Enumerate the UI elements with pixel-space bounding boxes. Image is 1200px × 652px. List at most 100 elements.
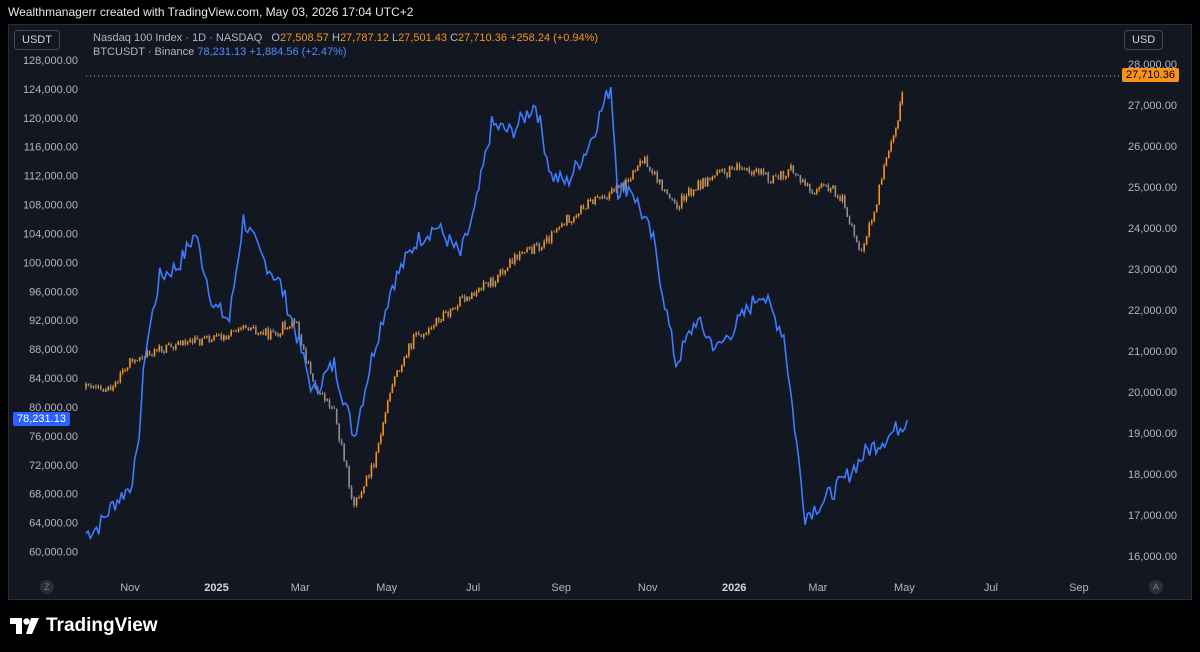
- nasdaq-candle: [523, 252, 526, 254]
- nasdaq-candle: [160, 345, 163, 352]
- btc-series-line: [85, 86, 908, 541]
- nasdaq-candle: [291, 318, 293, 327]
- nasdaq-candle: [728, 166, 731, 177]
- nasdaq-candle: [848, 216, 851, 224]
- nasdaq-candle: [718, 170, 721, 172]
- nasdaq-candle: [105, 390, 107, 392]
- auto-scale-button[interactable]: A: [1149, 580, 1163, 594]
- nasdaq-candle: [284, 322, 286, 329]
- x-axis-tick-label: Jul: [984, 582, 998, 594]
- nasdaq-candle: [167, 344, 170, 346]
- nasdaq-candle: [412, 334, 415, 349]
- nasdaq-candle: [343, 443, 345, 461]
- nasdaq-candle: [170, 344, 172, 348]
- nasdaq-candle: [714, 175, 716, 177]
- nasdaq-candle: [897, 120, 899, 129]
- nasdaq-legend-row[interactable]: Nasdaq 100 Index · 1D · NASDAQ O27,508.5…: [93, 31, 598, 45]
- nasdaq-candle: [415, 332, 417, 335]
- nasdaq-candle: [873, 211, 876, 222]
- nasdaq-candle: [822, 184, 825, 186]
- nasdaq-candle: [422, 334, 425, 337]
- nasdaq-candle: [255, 326, 257, 334]
- nasdaq-candle: [634, 170, 637, 172]
- nasdaq-last-price-tag: 27,710.36: [1122, 67, 1179, 82]
- nasdaq-candle: [109, 386, 112, 391]
- nasdaq-candle: [305, 349, 307, 364]
- right-axis-tick-label: 18,000.00: [1128, 469, 1177, 481]
- nasdaq-candle: [550, 231, 553, 243]
- nasdaq-candle: [589, 199, 592, 201]
- nasdaq-candle: [870, 221, 873, 224]
- nasdaq-candle: [247, 327, 250, 331]
- right-axis-tick-label: 17,000.00: [1128, 510, 1177, 522]
- nasdaq-candle: [683, 195, 685, 201]
- nasdaq-candle: [702, 178, 704, 189]
- right-currency-button[interactable]: USD: [1124, 30, 1164, 50]
- nasdaq-candle: [396, 370, 398, 377]
- nasdaq-candle: [440, 320, 442, 322]
- nasdaq-candle: [380, 434, 382, 444]
- nasdaq-candle: [206, 336, 208, 338]
- nasdaq-candle: [175, 344, 177, 349]
- nasdaq-candle: [191, 339, 194, 344]
- timezone-z-button[interactable]: Z: [40, 580, 54, 594]
- nasdaq-candle: [442, 312, 445, 321]
- nasdaq-candle: [820, 184, 823, 188]
- nasdaq-candle: [377, 443, 380, 453]
- nasdaq-candle: [792, 165, 795, 174]
- nasdaq-candle: [331, 406, 333, 408]
- left-axis-tick-label: 64,000.00: [29, 518, 78, 530]
- nasdaq-candle: [666, 189, 668, 194]
- nasdaq-candle: [393, 376, 396, 385]
- nasdaq-candle: [156, 349, 158, 351]
- nasdaq-candle: [636, 165, 639, 171]
- nasdaq-candle: [194, 337, 196, 344]
- nasdaq-candle: [391, 384, 394, 394]
- nasdaq-candle: [309, 362, 312, 374]
- nasdaq-candle: [475, 291, 478, 296]
- nasdaq-candle: [163, 351, 165, 353]
- nasdaq-candle: [179, 341, 182, 346]
- nasdaq-candle: [658, 179, 661, 183]
- nasdaq-candle: [499, 269, 502, 275]
- nasdaq-candle: [463, 296, 466, 302]
- nasdaq-candle: [237, 328, 240, 332]
- chart-legend: Nasdaq 100 Index · 1D · NASDAQ O27,508.5…: [93, 31, 598, 59]
- nasdaq-candle: [890, 141, 892, 152]
- ohlc-low-value: 27,501.43: [398, 32, 447, 44]
- nasdaq-candle: [885, 157, 888, 166]
- nasdaq-change: +258.24 (+0.94%): [510, 32, 599, 44]
- nasdaq-candle: [680, 195, 683, 208]
- nasdaq-candle: [326, 399, 328, 401]
- nasdaq-candle: [459, 296, 461, 307]
- nasdaq-candle: [811, 191, 814, 194]
- right-axis-tick-label: 27,000.00: [1128, 100, 1177, 112]
- nasdaq-candle: [360, 492, 363, 499]
- nasdaq-candle: [521, 252, 523, 254]
- nasdaq-candle: [158, 345, 161, 351]
- nasdaq-candle: [482, 282, 485, 290]
- btc-legend-row[interactable]: BTCUSDT · Binance 78,231.13 +1,884.56 (+…: [93, 45, 598, 59]
- left-axis-tick-label: 112,000.00: [24, 171, 78, 183]
- nasdaq-candle: [269, 330, 272, 340]
- nasdaq-candle: [853, 224, 856, 236]
- nasdaq-candle: [281, 322, 284, 334]
- nasdaq-candle: [478, 287, 480, 292]
- nasdaq-candle: [189, 339, 191, 343]
- nasdaq-candle: [373, 464, 375, 467]
- nasdaq-candle: [895, 128, 897, 136]
- nasdaq-candle: [293, 318, 296, 323]
- nasdaq-candle: [566, 215, 568, 226]
- nasdaq-candle: [274, 331, 277, 334]
- x-axis-tick-label: Sep: [1069, 582, 1089, 594]
- nasdaq-candle: [760, 169, 762, 174]
- nasdaq-candle: [85, 383, 87, 388]
- nasdaq-candle: [410, 343, 413, 349]
- nasdaq-candle: [746, 168, 748, 170]
- nasdaq-candle: [599, 196, 601, 199]
- left-axis-tick-label: 84,000.00: [29, 373, 78, 385]
- nasdaq-candle: [813, 193, 816, 195]
- left-currency-button[interactable]: USDT: [14, 30, 60, 50]
- nasdaq-candle: [601, 196, 604, 199]
- left-axis-tick-label: 80,000.00: [29, 402, 78, 414]
